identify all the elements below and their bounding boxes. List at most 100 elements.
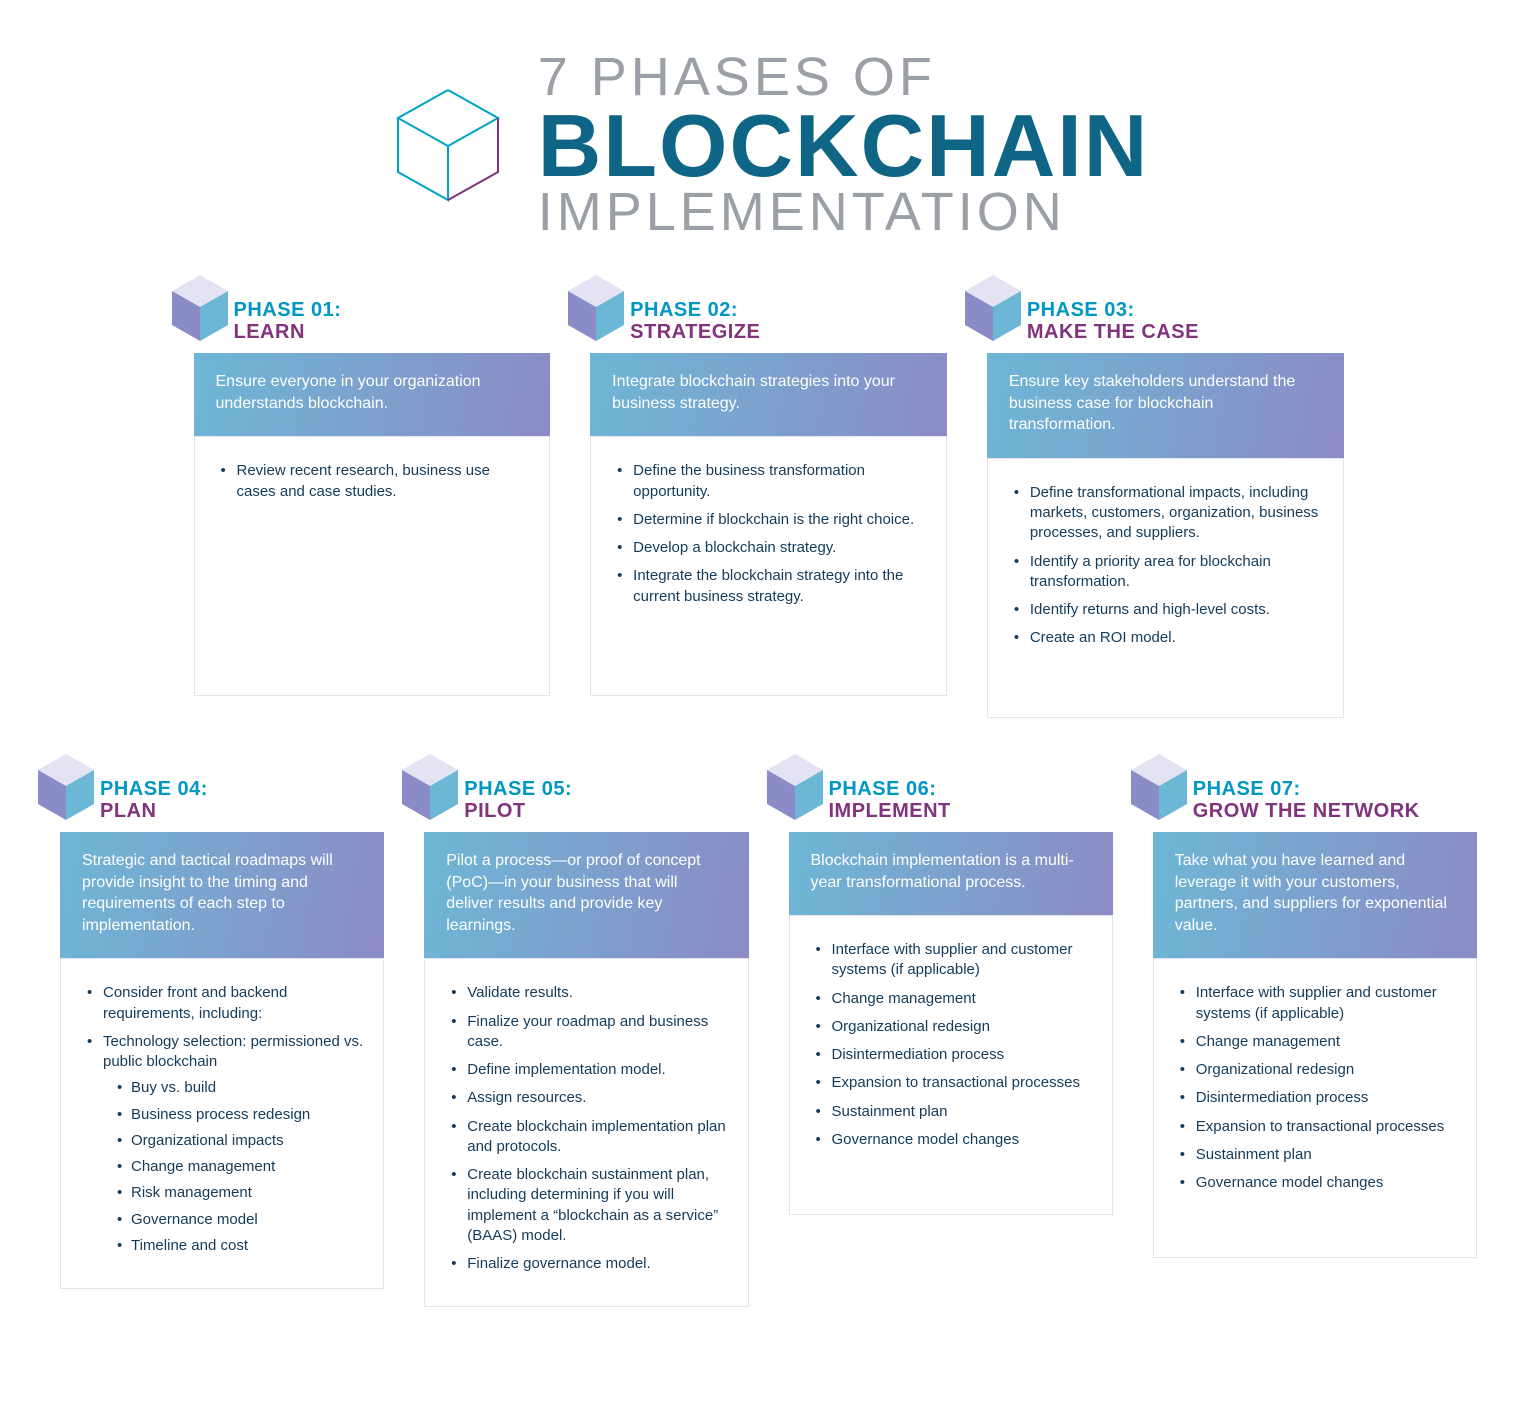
bullet-text: Governance model changes: [1196, 1174, 1384, 1191]
phase-card-4: PHASE 04:PLAN Strategic and tactical road…: [60, 778, 384, 1307]
phase-body: Review recent research, business use cas…: [194, 436, 551, 696]
title: 7 PHASES OF BLOCKCHAIN IMPLEMENTATION: [40, 50, 1497, 239]
phase-summary: Pilot a process—or proof of concept (PoC…: [424, 832, 748, 968]
bullet-text: Disintermediation process: [832, 1046, 1005, 1063]
phase-label: PHASE 05:: [464, 778, 748, 800]
bullet-text: Create blockchain sustainment plan, incl…: [467, 1166, 718, 1244]
phase-card-6: PHASE 06:IMPLEMENT Blockchain implementat…: [789, 778, 1113, 1307]
page: 7 PHASES OF BLOCKCHAIN IMPLEMENTATION PH…: [0, 0, 1537, 1427]
bullet-text: Change management: [1196, 1033, 1340, 1050]
bullet: Identify a priority area for blockchain …: [1014, 552, 1323, 593]
bullet-text: Disintermediation process: [1196, 1089, 1369, 1106]
phase-label: PHASE 04:: [100, 778, 384, 800]
cube-icon: [761, 750, 829, 829]
bullet: Organizational redesign: [1180, 1060, 1456, 1080]
bullet: Change management: [816, 989, 1092, 1009]
phase-summary: Take what you have learned and leverage …: [1153, 832, 1477, 968]
bullet-text: Identify a priority area for blockchain …: [1030, 553, 1271, 590]
sub-bullet: Risk management: [117, 1183, 363, 1203]
bullet-text: Integrate the blockchain strategy into t…: [633, 567, 903, 604]
bullet: Finalize governance model.: [451, 1254, 727, 1274]
bullet-text: Define transformational impacts, includi…: [1030, 484, 1318, 542]
bullet-text: Finalize your roadmap and business case.: [467, 1013, 708, 1050]
phase-summary: Ensure key stakeholders understand the b…: [987, 353, 1344, 468]
cube-outline-icon: [388, 80, 508, 210]
bullet-text: Organizational redesign: [832, 1018, 990, 1035]
phase-name: LEARN: [234, 321, 551, 343]
sub-bullet: Business process redesign: [117, 1105, 363, 1125]
sub-bullet: Buy vs. build: [117, 1078, 363, 1098]
phase-label: PHASE 07:: [1193, 778, 1477, 800]
bullet: Create blockchain implementation plan an…: [451, 1117, 727, 1158]
bullet: Technology selection: permissioned vs. p…: [87, 1032, 363, 1256]
bullet-text: Sustainment plan: [1196, 1146, 1312, 1163]
phase-name: PLAN: [100, 800, 384, 822]
phase-card-shadow: Blockchain implementation is a multi-yea…: [789, 832, 1113, 1215]
phase-card-shadow: Strategic and tactical roadmaps will pro…: [60, 832, 384, 1289]
bullet: Interface with supplier and customer sys…: [816, 940, 1092, 981]
bullet-text: Create blockchain implementation plan an…: [467, 1118, 725, 1155]
phase-body: Consider front and backend requirements,…: [60, 958, 384, 1289]
bullet: Disintermediation process: [1180, 1088, 1456, 1108]
phase-name: GROW THE NETWORK: [1193, 800, 1477, 822]
sub-bullets: Buy vs. build Business process redesign Or…: [103, 1078, 363, 1256]
bullet-text: Develop a blockchain strategy.: [633, 539, 836, 556]
bullet-text: Create an ROI model.: [1030, 629, 1176, 646]
bullet-text: Finalize governance model.: [467, 1255, 650, 1272]
phase-card-shadow: Take what you have learned and leverage …: [1153, 832, 1477, 1258]
bullet: Interface with supplier and customer sys…: [1180, 983, 1456, 1024]
bullet: Consider front and backend requirements,…: [87, 983, 363, 1024]
phase-summary: Blockchain implementation is a multi-yea…: [789, 832, 1113, 925]
phase-body: Validate results. Finalize your roadmap a…: [424, 958, 748, 1307]
bullet: Define the business transformation oppor…: [617, 461, 926, 502]
phase-card-7: PHASE 07:GROW THE NETWORK Take what you h…: [1153, 778, 1477, 1307]
phase-card-shadow: Integrate blockchain strategies into you…: [590, 353, 947, 696]
bullet: Expansion to transactional processes: [816, 1073, 1092, 1093]
phase-card-2: PHASE 02:STRATEGIZE Integrate blockchain …: [590, 299, 947, 718]
phase-label: PHASE 02:: [630, 299, 947, 321]
phase-label: PHASE 03:: [1027, 299, 1344, 321]
bullet-text: Determine if blockchain is the right cho…: [633, 511, 914, 528]
sub-bullet: Organizational impacts: [117, 1131, 363, 1151]
phase-body: Interface with supplier and customer sys…: [789, 915, 1113, 1215]
cube-icon: [959, 271, 1027, 350]
bullet: Define implementation model.: [451, 1060, 727, 1080]
bullet: Create an ROI model.: [1014, 628, 1323, 648]
phase-label: PHASE 06:: [829, 778, 1113, 800]
phase-card-shadow: Ensure key stakeholders understand the b…: [987, 353, 1344, 718]
bullet: Finalize your roadmap and business case.: [451, 1012, 727, 1053]
bullet: Assign resources.: [451, 1088, 727, 1108]
phase-bullets: Validate results. Finalize your roadmap a…: [451, 983, 727, 1274]
bullet: Expansion to transactional processes: [1180, 1117, 1456, 1137]
phase-bullets: Interface with supplier and customer sys…: [1180, 983, 1456, 1193]
bullet-text: Sustainment plan: [832, 1103, 948, 1120]
sub-bullet: Governance model: [117, 1210, 363, 1230]
phase-bullets: Define transformational impacts, includi…: [1014, 483, 1323, 649]
bullet-text: Review recent research, business use cas…: [237, 462, 490, 499]
phase-summary: Strategic and tactical roadmaps will pro…: [60, 832, 384, 968]
phase-bullets: Consider front and backend requirements,…: [87, 983, 363, 1256]
phase-body: Define transformational impacts, includi…: [987, 458, 1344, 718]
bullet-text: Change management: [832, 990, 976, 1007]
phase-label: PHASE 01:: [234, 299, 551, 321]
phase-name: STRATEGIZE: [630, 321, 947, 343]
bullet: Identify returns and high-level costs.: [1014, 600, 1323, 620]
bullet-text: Interface with supplier and customer sys…: [1196, 984, 1437, 1021]
bullet: Validate results.: [451, 983, 727, 1003]
phase-bullets: Define the business transformation oppor…: [617, 461, 926, 607]
cube-icon: [1125, 750, 1193, 829]
bullet-text: Define the business transformation oppor…: [633, 462, 865, 499]
bullet-text: Validate results.: [467, 984, 573, 1001]
bullet-text: Assign resources.: [467, 1089, 586, 1106]
phase-body: Define the business transformation oppor…: [590, 436, 947, 696]
bullet: Create blockchain sustainment plan, incl…: [451, 1165, 727, 1246]
bullet: Governance model changes: [816, 1130, 1092, 1150]
phase-name: IMPLEMENT: [829, 800, 1113, 822]
phase-bullets: Review recent research, business use cas…: [221, 461, 530, 502]
phase-card-3: PHASE 03:MAKE THE CASEEnsure key stakeho…: [987, 299, 1344, 718]
bullet: Review recent research, business use cas…: [221, 461, 530, 502]
bullet-text: Organizational redesign: [1196, 1061, 1354, 1078]
bullet: Sustainment plan: [1180, 1145, 1456, 1165]
phase-bullets: Interface with supplier and customer sys…: [816, 940, 1092, 1150]
bullet-text: Expansion to transactional processes: [832, 1074, 1080, 1091]
